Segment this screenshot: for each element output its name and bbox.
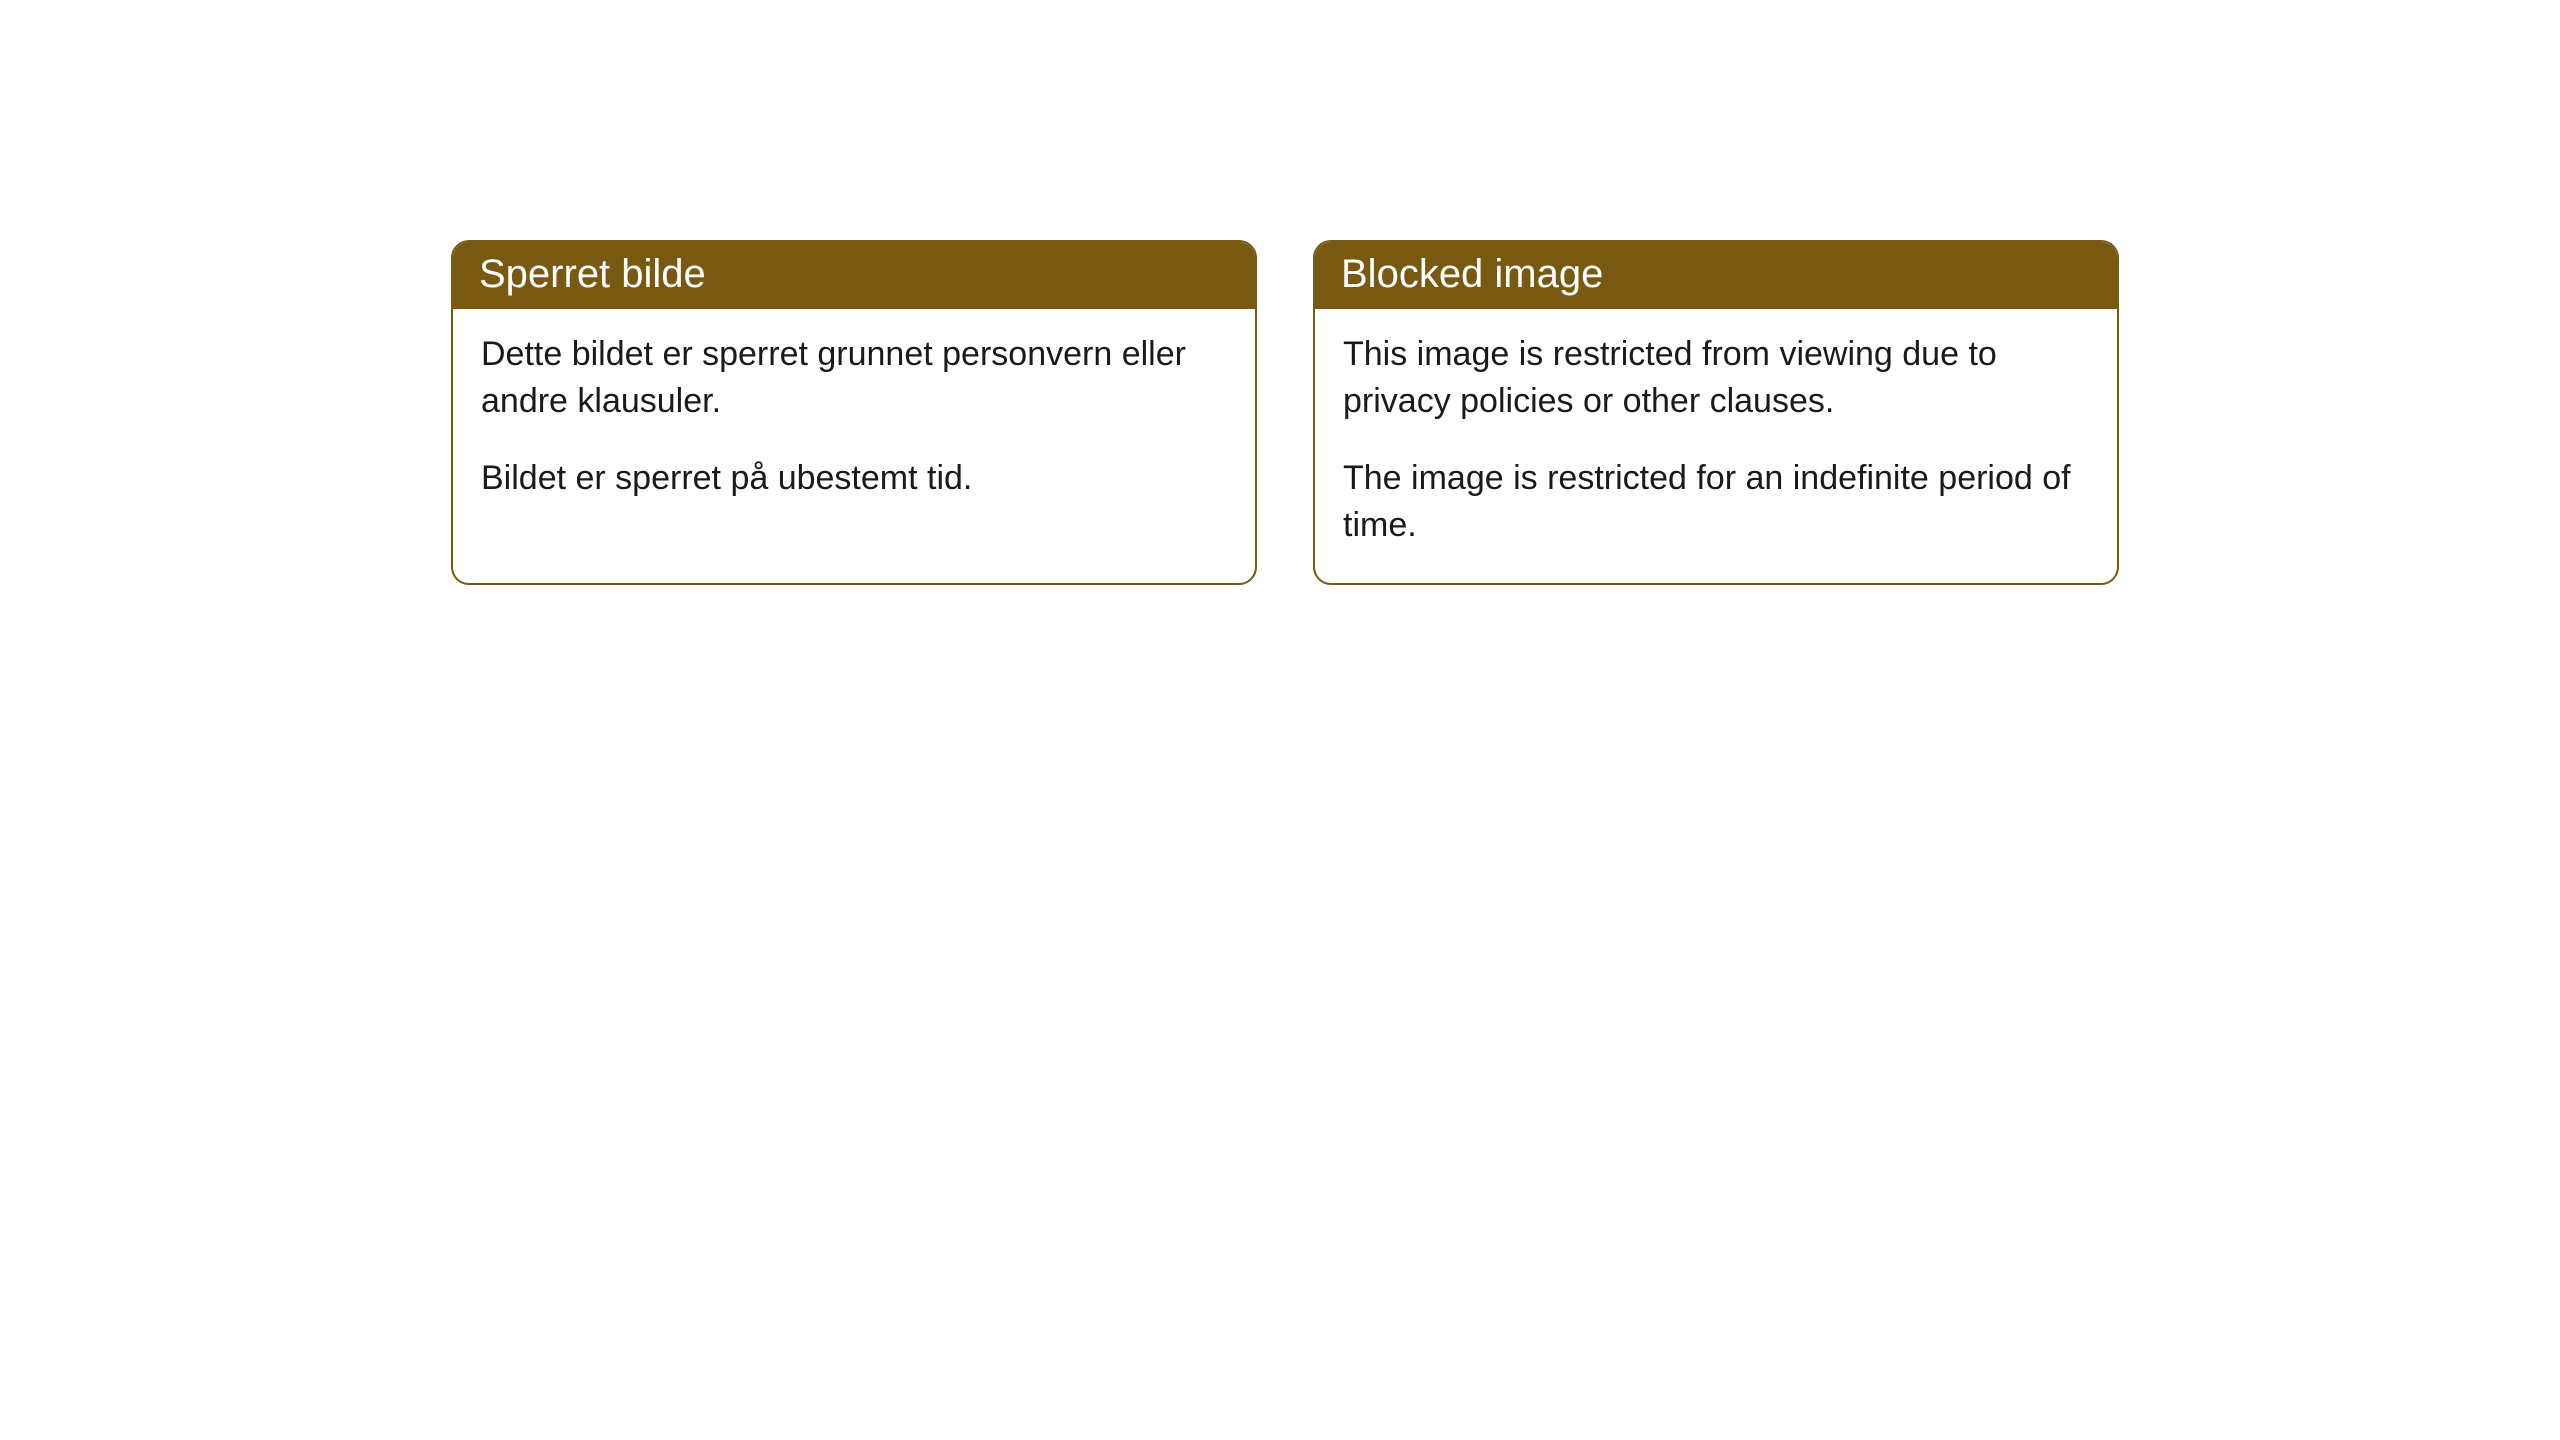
notice-card-norwegian: Sperret bilde Dette bildet er sperret gr… — [451, 240, 1257, 585]
notice-card-english: Blocked image This image is restricted f… — [1313, 240, 2119, 585]
card-body-norwegian: Dette bildet er sperret grunnet personve… — [453, 309, 1255, 536]
card-body-english: This image is restricted from viewing du… — [1315, 309, 2117, 583]
card-header-english: Blocked image — [1315, 242, 2117, 309]
card-paragraph: The image is restricted for an indefinit… — [1343, 455, 2089, 549]
card-paragraph: Dette bildet er sperret grunnet personve… — [481, 331, 1227, 425]
card-paragraph: Bildet er sperret på ubestemt tid. — [481, 455, 1227, 502]
card-title: Sperret bilde — [479, 252, 706, 296]
card-header-norwegian: Sperret bilde — [453, 242, 1255, 309]
card-title: Blocked image — [1341, 252, 1603, 296]
card-paragraph: This image is restricted from viewing du… — [1343, 331, 2089, 425]
notice-cards-container: Sperret bilde Dette bildet er sperret gr… — [451, 240, 2119, 585]
